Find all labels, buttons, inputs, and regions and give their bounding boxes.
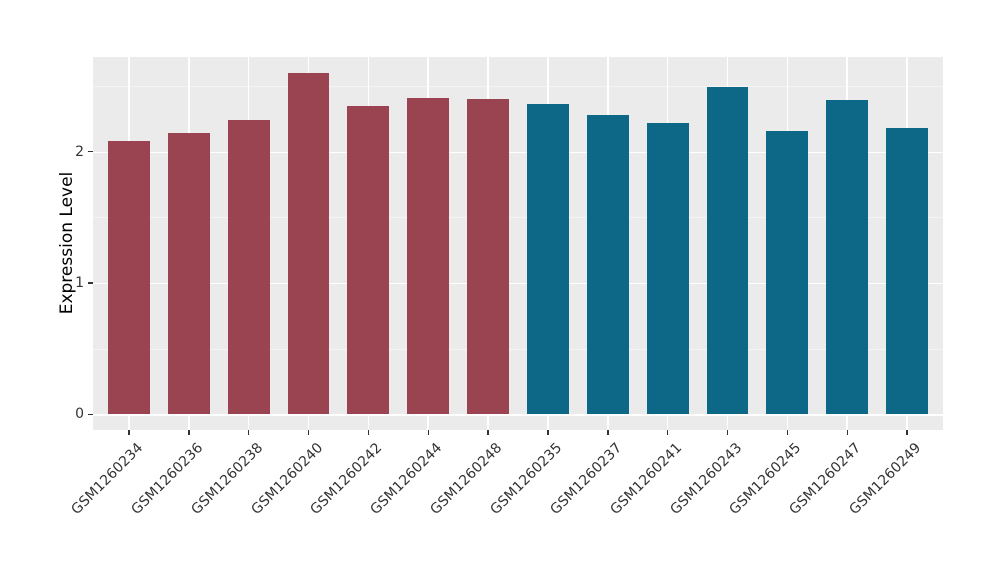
x-tick-mark xyxy=(487,430,489,435)
bar-GSM1260234 xyxy=(108,141,150,415)
x-tick-label: GSM1260249 xyxy=(847,440,1000,518)
bar-GSM1260242 xyxy=(347,105,390,415)
major-gridline xyxy=(93,151,943,154)
bar-GSM1260235 xyxy=(527,104,569,415)
bar-GSM1260237 xyxy=(586,114,629,415)
y-tick-label: 1 xyxy=(75,274,84,291)
bar-GSM1260236 xyxy=(167,133,210,415)
x-tick-mark xyxy=(128,430,130,435)
bar-GSM1260243 xyxy=(706,87,749,415)
x-tick-mark xyxy=(607,430,609,435)
x-tick-mark xyxy=(666,430,669,435)
bar-GSM1260249 xyxy=(886,127,928,415)
x-tick-mark xyxy=(247,430,250,435)
y-tick-label: 2 xyxy=(75,143,84,160)
y-axis-title: Expression Level xyxy=(57,171,77,315)
bar-GSM1260241 xyxy=(646,122,689,415)
y-tick-mark xyxy=(88,282,93,284)
y-tick-label: 0 xyxy=(75,406,84,423)
x-tick-mark xyxy=(367,430,370,435)
x-tick-mark xyxy=(786,430,789,435)
x-tick-mark xyxy=(188,430,190,435)
minor-gridline xyxy=(93,85,943,87)
x-tick-mark xyxy=(846,430,848,435)
y-tick-mark xyxy=(88,413,93,415)
bar-GSM1260245 xyxy=(766,130,809,415)
major-gridline xyxy=(93,414,943,416)
x-tick-mark xyxy=(906,430,908,435)
x-tick-mark xyxy=(307,430,310,435)
y-tick-mark xyxy=(88,150,93,153)
x-tick-mark xyxy=(547,430,549,435)
bar-GSM1260248 xyxy=(467,99,509,415)
x-tick-mark xyxy=(427,430,429,435)
x-tick-mark xyxy=(726,430,729,435)
bar-GSM1260238 xyxy=(227,120,270,415)
major-gridline xyxy=(93,282,943,285)
bar-GSM1260247 xyxy=(826,100,869,415)
minor-gridline xyxy=(93,348,943,350)
bar-GSM1260244 xyxy=(407,97,450,415)
bar-GSM1260240 xyxy=(287,72,330,415)
plot-panel xyxy=(93,57,943,430)
minor-gridline xyxy=(93,217,943,219)
